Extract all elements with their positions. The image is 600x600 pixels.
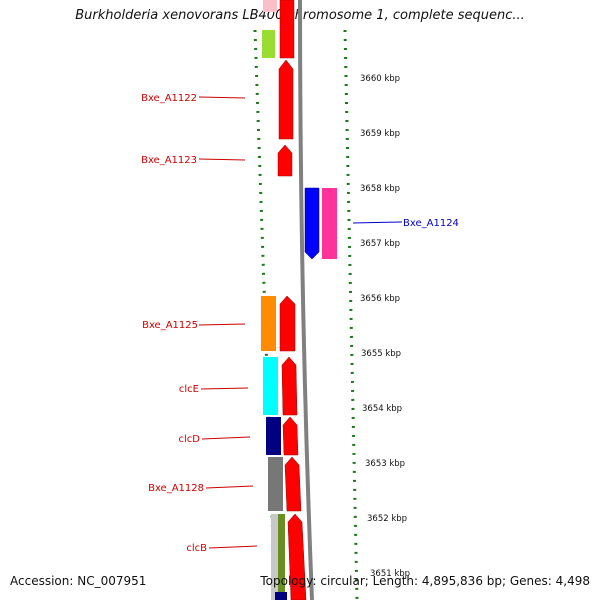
- leader-line-clce: [200, 387, 249, 390]
- gene-block-magenta[interactable]: [322, 188, 337, 259]
- gene-block-olive[interactable]: [278, 514, 285, 600]
- gene-arrow-top[interactable]: [279, 0, 295, 59]
- gene-block-bottom-navy: [275, 592, 287, 600]
- gene-arrow-bxe-a1125[interactable]: [279, 295, 296, 352]
- topology-summary: Topology: circular; Length: 4,895,836 bp…: [260, 574, 590, 588]
- gene-label-bxe-a1124[interactable]: Bxe_A1124: [403, 218, 459, 229]
- tick-label: 3654 kbp: [362, 404, 402, 414]
- tick-label: 3657 kbp: [360, 239, 400, 249]
- tick-label: 3658 kbp: [360, 184, 400, 194]
- tick-label: 3653 kbp: [365, 459, 405, 469]
- leader-line-bxe-a1122: [198, 96, 246, 99]
- gene-block-orange[interactable]: [261, 296, 276, 351]
- leader-line-bxe-a1124: [352, 221, 403, 224]
- gene-arrow-bxe-a1124[interactable]: [304, 187, 320, 260]
- gene-label-clcb[interactable]: clcB: [186, 543, 207, 554]
- gene-arrow-clcb[interactable]: [287, 513, 307, 600]
- gene-arrow-bxe-a1123[interactable]: [277, 144, 293, 177]
- genome-backbone: [298, 0, 314, 600]
- leader-line-bxe-a1125: [198, 323, 246, 326]
- accession-text: Accession: NC_007951: [10, 574, 147, 588]
- leader-line-clcb: [208, 545, 258, 549]
- tick-label: 3656 kbp: [360, 294, 400, 304]
- tick-label: 3660 kbp: [360, 74, 400, 84]
- tick-label: 3655 kbp: [361, 349, 401, 359]
- leader-line-bxe-a1123: [198, 158, 246, 161]
- gene-labels: Bxe_A1122 Bxe_A1123 Bxe_A1124 Bxe_A1125 …: [141, 93, 459, 554]
- gene-block-lime[interactable]: [262, 30, 275, 58]
- tick-label: 3652 kbp: [367, 514, 407, 524]
- leader-line-clcd: [201, 436, 251, 440]
- gene-arrow-clce[interactable]: [281, 356, 298, 416]
- gene-block-cyan[interactable]: [263, 357, 278, 415]
- leader-lines: [198, 96, 403, 549]
- gene-block-navy[interactable]: [266, 417, 281, 455]
- gene-label-clcd[interactable]: clcD: [179, 434, 201, 445]
- right-tick-ruler: [343, 29, 359, 600]
- gene-label-bxe-a1123[interactable]: Bxe_A1123: [141, 155, 197, 166]
- gene-block-lightgray[interactable]: [271, 514, 279, 600]
- gene-label-clce[interactable]: clcE: [179, 384, 199, 395]
- gene-block-top-pink: [263, 0, 277, 12]
- gene-arrow-bxe-a1128[interactable]: [284, 456, 302, 512]
- gene-arrow-bxe-a1122[interactable]: [278, 59, 294, 140]
- gene-arrow-clcd[interactable]: [282, 416, 299, 456]
- gene-block-gray[interactable]: [268, 457, 283, 511]
- gene-label-bxe-a1128[interactable]: Bxe_A1128: [148, 483, 204, 494]
- tick-label: 3659 kbp: [360, 129, 400, 139]
- tick-labels: 3660 kbp 3659 kbp 3658 kbp 3657 kbp 3656…: [360, 74, 410, 579]
- tick-label: 3651 kbp: [370, 569, 410, 579]
- leader-line-bxe-a1128: [205, 485, 254, 489]
- gene-label-bxe-a1122[interactable]: Bxe_A1122: [141, 93, 197, 104]
- gene-label-bxe-a1125[interactable]: Bxe_A1125: [142, 320, 198, 331]
